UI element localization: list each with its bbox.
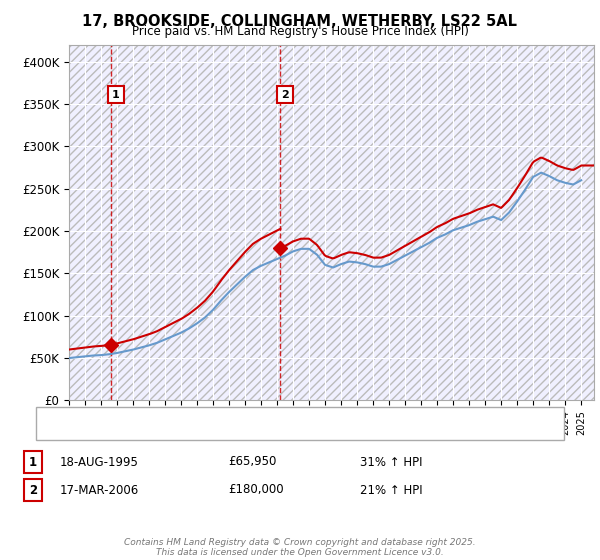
Text: —: —: [48, 423, 64, 438]
Text: 21% ↑ HPI: 21% ↑ HPI: [360, 483, 422, 497]
Text: £180,000: £180,000: [228, 483, 284, 497]
Text: 1: 1: [112, 90, 120, 100]
Text: 31% ↑ HPI: 31% ↑ HPI: [360, 455, 422, 469]
Text: 2: 2: [281, 90, 289, 100]
Text: 1: 1: [29, 455, 37, 469]
Text: 18-AUG-1995: 18-AUG-1995: [60, 455, 139, 469]
Text: Contains HM Land Registry data © Crown copyright and database right 2025.
This d: Contains HM Land Registry data © Crown c…: [124, 538, 476, 557]
Text: £65,950: £65,950: [228, 455, 277, 469]
Text: Price paid vs. HM Land Registry's House Price Index (HPI): Price paid vs. HM Land Registry's House …: [131, 25, 469, 38]
Text: 17-MAR-2006: 17-MAR-2006: [60, 483, 139, 497]
Text: HPI: Average price, semi-detached house, Leeds: HPI: Average price, semi-detached house,…: [69, 426, 321, 436]
Text: 17, BROOKSIDE, COLLINGHAM, WETHERBY, LS22 5AL: 17, BROOKSIDE, COLLINGHAM, WETHERBY, LS2…: [83, 14, 517, 29]
Text: 2: 2: [29, 483, 37, 497]
Text: 17, BROOKSIDE, COLLINGHAM, WETHERBY, LS22 5AL (semi-detached house): 17, BROOKSIDE, COLLINGHAM, WETHERBY, LS2…: [69, 411, 469, 421]
Text: —: —: [48, 409, 64, 424]
